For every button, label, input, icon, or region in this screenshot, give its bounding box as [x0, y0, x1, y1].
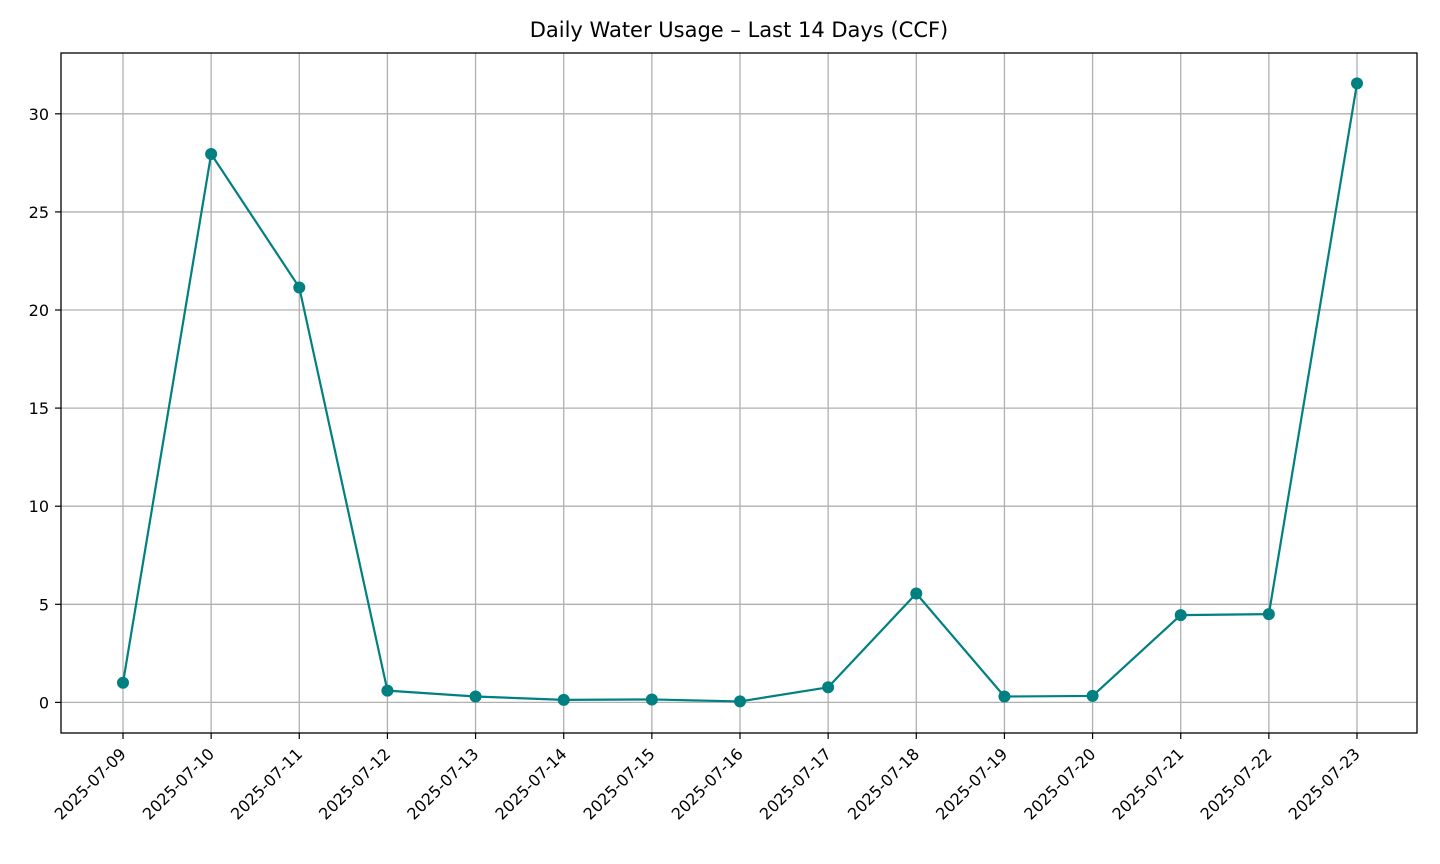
data-point [117, 676, 129, 689]
data-point [1174, 609, 1187, 622]
data-point [557, 693, 570, 706]
x-tick-label: 2025-07-17 [756, 744, 835, 823]
data-point [1351, 77, 1363, 90]
y-tick-label: 30 [29, 105, 49, 124]
chart-title: Daily Water Usage – Last 14 Days (CCF) [529, 18, 949, 42]
data-point [205, 148, 218, 161]
data-point [1086, 689, 1099, 702]
axes [55, 52, 1418, 739]
x-tick-label: 2025-07-09 [51, 744, 130, 823]
x-tick-label: 2025-07-20 [1020, 744, 1099, 823]
x-tick-label: 2025-07-14 [491, 744, 570, 823]
data-point [910, 587, 923, 600]
data-point [381, 684, 394, 697]
data-point [1262, 608, 1275, 621]
data-point [469, 690, 482, 703]
x-tick-label: 2025-07-10 [139, 744, 218, 823]
x-tick-label: 2025-07-12 [315, 744, 394, 823]
x-tick-label: 2025-07-21 [1108, 744, 1187, 823]
x-tick-label: 2025-07-19 [932, 744, 1011, 823]
tick-labels: 2025-07-09 2025-07-10 2025-07-11 2025-07-12… [29, 105, 1364, 824]
y-tick-label: 15 [29, 399, 49, 418]
x-tick-label: 2025-07-23 [1285, 744, 1364, 823]
y-tick-label: 20 [29, 301, 49, 320]
data-point [293, 281, 306, 294]
y-tick-label: 5 [39, 595, 49, 614]
data-point [734, 695, 746, 708]
data-point [645, 693, 658, 706]
data-point [822, 681, 835, 694]
x-tick-label: 2025-07-11 [227, 744, 306, 823]
data-point [998, 690, 1011, 703]
y-tick-label: 10 [29, 497, 49, 516]
y-tick-label: 25 [29, 203, 49, 222]
x-tick-label: 2025-07-16 [668, 744, 747, 823]
x-tick-label: 2025-07-22 [1197, 744, 1276, 823]
x-tick-label: 2025-07-13 [403, 744, 482, 823]
x-tick-label: 2025-07-18 [844, 744, 923, 823]
y-tick-label: 0 [39, 693, 49, 712]
grid-lines [61, 53, 1417, 733]
plot-frame [60, 52, 1418, 734]
series-line-layer [117, 77, 1363, 708]
x-tick-label: 2025-07-15 [580, 744, 659, 823]
